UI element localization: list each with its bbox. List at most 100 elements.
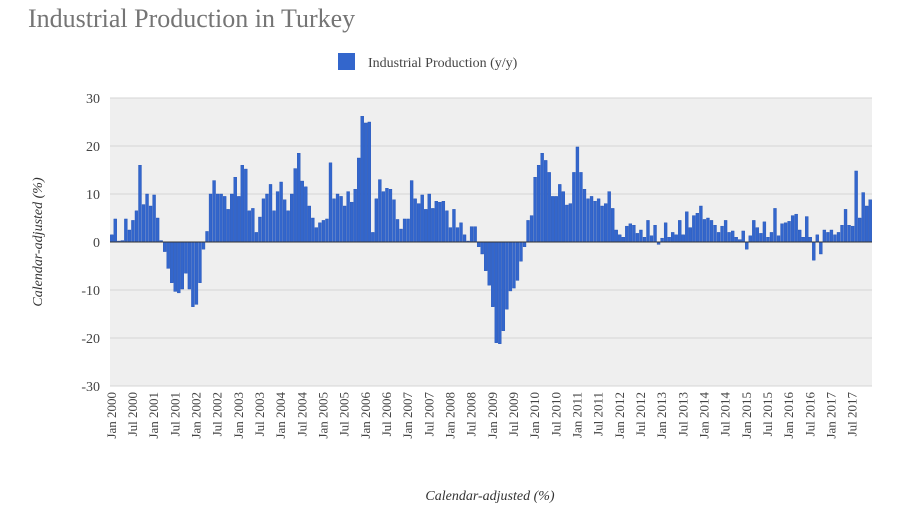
bar [325, 218, 329, 243]
bar [170, 241, 174, 283]
bar [685, 211, 689, 243]
bar [491, 241, 495, 308]
bar [251, 208, 255, 243]
bar [431, 208, 435, 243]
bar [769, 232, 774, 243]
bar [533, 176, 537, 243]
bar [794, 213, 798, 243]
bar [349, 201, 354, 243]
bar [205, 231, 209, 243]
x-tick-label: Jan 2014 [696, 392, 711, 439]
bar [755, 227, 760, 243]
bar [311, 217, 315, 243]
bar [353, 188, 357, 243]
bar [494, 241, 498, 344]
bar [681, 234, 685, 243]
x-tick-label: Jan 2004 [273, 392, 288, 439]
x-tick-label: Jul 2009 [506, 392, 521, 436]
x-tick-label: Jul 2002 [210, 392, 225, 436]
x-tick-label: Jul 2000 [125, 392, 140, 436]
bar [314, 227, 319, 243]
bar [716, 232, 721, 243]
bar [667, 236, 671, 243]
bar [290, 193, 294, 243]
bar [480, 241, 484, 255]
x-axis-title: Calendar-adjusted (%) [425, 489, 555, 504]
bar [388, 188, 393, 243]
x-tick-label: Jan 2015 [739, 392, 754, 439]
bar [649, 235, 654, 243]
bar [618, 234, 622, 243]
bar [261, 198, 266, 243]
bar [836, 232, 841, 243]
bar [857, 217, 862, 243]
bar [801, 236, 805, 243]
bar [127, 229, 132, 243]
bar [124, 218, 128, 243]
bar [646, 220, 650, 243]
bar [727, 232, 731, 243]
bar [628, 223, 633, 243]
y-tick-label: -30 [81, 380, 100, 395]
bar [621, 236, 625, 243]
bar [371, 232, 375, 243]
y-tick-label: 10 [86, 188, 100, 203]
x-tick-label: Jan 2003 [231, 392, 246, 439]
bar [639, 229, 643, 243]
x-tick-label: Jan 2006 [358, 392, 373, 439]
bar [674, 234, 678, 243]
bar [378, 179, 382, 243]
bar [409, 180, 414, 243]
x-tick-label: Jan 2001 [146, 392, 161, 439]
bar [145, 193, 149, 243]
bar [191, 241, 195, 308]
bar [395, 219, 400, 243]
bar [282, 199, 287, 243]
bar [603, 203, 608, 243]
bar [332, 198, 336, 243]
bar [110, 234, 114, 243]
x-tick-label: Jul 2008 [464, 392, 479, 436]
bar [297, 152, 301, 243]
bar [854, 170, 858, 243]
bar [540, 152, 544, 243]
bar [565, 204, 569, 243]
bar [180, 241, 184, 290]
bar [441, 200, 446, 243]
bar [766, 236, 770, 243]
bar [476, 241, 481, 248]
bar [272, 210, 276, 243]
bar [417, 203, 421, 243]
bar [607, 191, 611, 243]
bar [815, 234, 819, 243]
bar [399, 228, 403, 243]
bar [762, 221, 767, 243]
bar [335, 193, 340, 243]
bar [469, 226, 474, 243]
bar [589, 196, 594, 243]
bar [392, 199, 396, 243]
bar [233, 176, 237, 243]
x-tick-label: Jan 2010 [527, 392, 542, 439]
bar [413, 198, 417, 243]
bar [265, 193, 269, 243]
bar [568, 203, 573, 243]
bar [455, 227, 460, 243]
bar [688, 227, 692, 243]
bar [318, 222, 322, 243]
bar [448, 227, 453, 243]
bar [819, 241, 823, 255]
x-tick-label: Jul 2004 [294, 392, 309, 437]
bar [706, 217, 710, 243]
y-tick-label: 20 [86, 140, 100, 155]
bar [346, 191, 350, 243]
bar [702, 219, 707, 243]
bar [508, 241, 513, 292]
bar [572, 172, 576, 243]
bar [586, 198, 590, 243]
bar [498, 241, 502, 344]
bar [635, 233, 640, 243]
x-tick-label: Jul 2015 [760, 392, 775, 436]
x-tick-label: Jan 2016 [781, 392, 796, 439]
